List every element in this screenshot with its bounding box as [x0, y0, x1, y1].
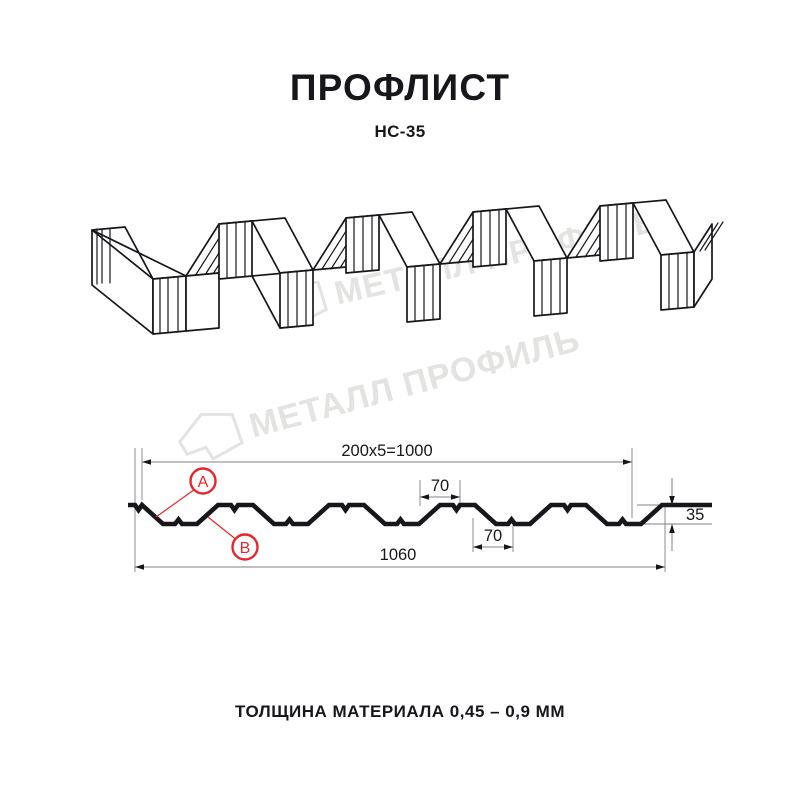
arrow-down-icon — [669, 496, 675, 505]
arrow-left-icon — [473, 544, 482, 550]
witness-lines — [134, 448, 712, 572]
callout-b-circle — [231, 533, 259, 561]
dimension-pitch-total: 200x5=1000 — [142, 442, 632, 465]
arrow-right-icon — [504, 544, 513, 550]
cross-section-drawing: 200x5=1000 70 70 1060 — [128, 442, 712, 572]
cross-section-view: МЕТАЛЛ ПРОФИЛЬ — [0, 321, 800, 610]
arrow-right-icon — [623, 459, 632, 465]
dimension-overall-width: 1060 — [135, 546, 665, 570]
arrow-right-icon — [451, 494, 460, 500]
callout-b-label: B — [240, 540, 251, 557]
isometric-drawing — [91, 199, 724, 335]
dimension-pitch-total-label: 200x5=1000 — [341, 442, 432, 460]
callout-b-leader — [207, 516, 239, 542]
page-footer: ТОЛЩИНА МАТЕРИАЛА 0,45 – 0,9 ММ — [0, 702, 800, 722]
profile-outline — [128, 501, 712, 527]
arrow-up-icon — [669, 524, 675, 533]
dimension-top-flange: 70 — [420, 477, 460, 500]
iso-sheet-body — [91, 199, 724, 335]
dimension-overall-width-label: 1060 — [380, 546, 417, 564]
page-title: ПРОФЛИСТ — [289, 67, 511, 108]
dimension-bottom-valley-label: 70 — [484, 527, 502, 545]
material-thickness-label: ТОЛЩИНА МАТЕРИАЛА 0,45 – 0,9 ММ — [235, 702, 565, 721]
callout-a-label: A — [198, 474, 209, 491]
dimension-height-label: 35 — [686, 506, 704, 524]
dimension-bottom-valley: 70 — [473, 527, 513, 550]
page-header: ПРОФЛИСТ НС-35 — [0, 66, 800, 143]
isometric-profile-view: МЕТАЛЛ ПРОФИЛЬ — [0, 195, 800, 355]
arrow-left-icon — [420, 494, 429, 500]
dimension-height: 35 — [669, 478, 704, 551]
model-subtitle: НС-35 — [374, 122, 426, 141]
callout-a-circle — [189, 467, 217, 495]
arrow-right-icon — [656, 564, 665, 570]
callout-b: B — [207, 516, 259, 561]
callout-a-leader — [155, 486, 199, 518]
callout-a: A — [155, 467, 217, 518]
arrow-left-icon — [142, 459, 151, 465]
arrow-left-icon — [135, 564, 144, 570]
dimension-top-flange-label: 70 — [431, 477, 449, 495]
